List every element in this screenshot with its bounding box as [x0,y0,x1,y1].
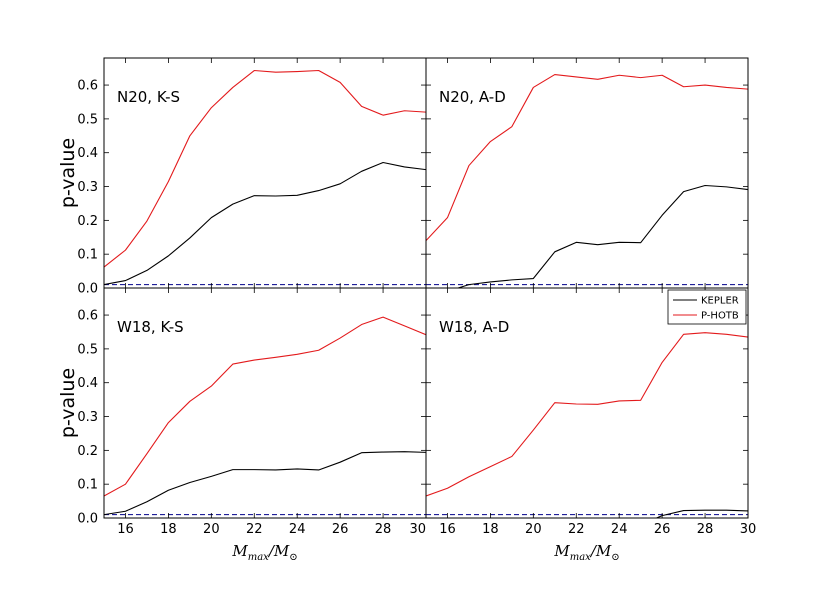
panel-plot-area [104,316,426,516]
x-tick-label: 28 [697,522,714,537]
x-axis-label-den: M [595,542,612,560]
x-tick-label: 26 [332,522,349,537]
series-line-p-hotb [426,332,748,497]
x-tick-label: 22 [246,522,263,537]
series-line-p-hotb [426,74,748,242]
x-axis-label-main: M [231,542,248,560]
series-line-p-hotb [104,316,426,497]
y-tick-label: 0.1 [77,248,98,263]
y-tick-label: 0.5 [77,112,98,127]
series-line-kepler [104,451,426,516]
x-tick-label: 26 [654,522,671,537]
panel-plot-area [426,332,748,518]
axes-text-layer: p-value p-value Mmax/M⊙ Mmax/M⊙ [57,138,620,563]
x-tick-label: 30 [409,522,426,537]
x-axis-label-right: Mmax/M⊙ [553,542,619,563]
y-tick-label: 0.0 [77,512,98,527]
legend-label-kepler: KEPLER [701,296,739,307]
y-tick-label: 0.2 [77,214,98,229]
x-axis-label-sub: max [248,552,269,563]
x-tick-label: 16 [439,522,456,537]
x-tick-label: 20 [525,522,542,537]
series-line-p-hotb [104,69,426,268]
panel-plot-area [426,74,748,288]
panel-3: 16 18 20 22 24 26 28 30 0.0 0.1 0.2 0.3 0.4 0.5 0.6 W18… [77,287,427,537]
series-line-kepler [655,509,748,518]
x-tick-label: 16 [117,522,134,537]
y-tick-label: 0.4 [77,376,98,391]
x-tick-label: 18 [160,522,177,537]
panel-title: N20, K-S [117,88,180,106]
x-tick-label: 20 [203,522,220,537]
panel-1: 0.0 0.1 0.2 0.3 0.4 0.5 0.6 N20, K-S [77,57,427,297]
x-tick-label: 22 [568,522,585,537]
series-line-kepler [104,161,426,286]
y-tick-label: 0.5 [77,342,98,357]
y-tick-label: 0.3 [77,180,98,195]
series-line-kepler [456,184,748,288]
panel-title: W18, K-S [117,318,184,336]
panel-plot-area [104,69,426,286]
y-tick-label: 0.1 [77,478,98,493]
y-tick-label: 0.2 [77,444,98,459]
y-tick-label: 0.4 [77,146,98,161]
y-tick-label: 0.6 [77,309,98,324]
legend-label-photb: P-HOTB [701,311,739,322]
x-axis-label-slash: / [589,542,598,560]
x-axis-label-sub: max [570,552,591,563]
x-axis-label-den-sub: ⊙ [611,552,619,563]
legend-box [667,289,747,325]
x-axis-label-slash: / [267,542,276,560]
x-axis-label-left: Mmax/M⊙ [231,542,297,563]
panel-2: N20, A-D [425,57,749,289]
legend: KEPLER P-HOTB [667,289,747,325]
x-axis-label-den: M [273,542,290,560]
panel-title: N20, A-D [439,88,506,106]
x-tick-label: 18 [482,522,499,537]
y-axis-label-top: p-value [57,138,79,208]
panel-frame [425,287,749,519]
y-axis-label-bottom: p-value [57,368,79,438]
y-tick-label: 0.0 [77,282,98,297]
y-tick-label: 0.3 [77,410,98,425]
panel-4: 16 18 20 22 24 26 28 30 W18, A-D [425,287,757,537]
x-tick-label: 24 [289,522,306,537]
x-axis-label-den-sub: ⊙ [289,552,297,563]
x-axis-label-main: M [553,542,570,560]
x-tick-label: 24 [611,522,628,537]
x-tick-label: 28 [375,522,392,537]
y-tick-label: 0.6 [77,79,98,94]
panel-title: W18, A-D [439,318,509,336]
x-tick-label: 30 [740,522,757,537]
